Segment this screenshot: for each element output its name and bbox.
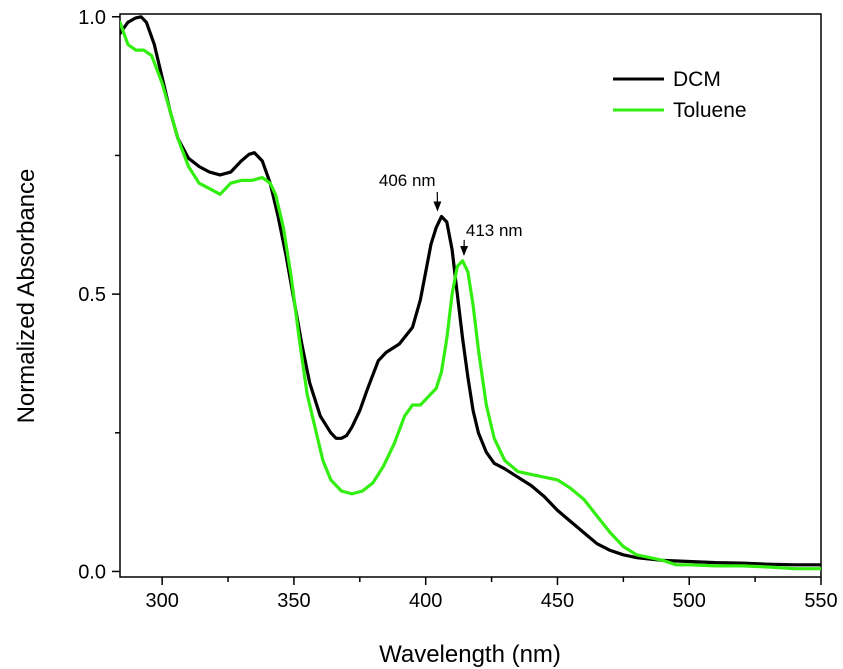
- y-axis-tick-labels: 0.0 0.5 1.0: [78, 7, 106, 584]
- x-tick-label: 500: [673, 590, 706, 612]
- peak-annotation-label: 413 nm: [466, 221, 523, 240]
- y-tick-label: 0.0: [78, 561, 106, 583]
- x-tick-label: 550: [804, 590, 837, 612]
- x-tick-label: 350: [277, 590, 310, 612]
- x-tick-label: 450: [541, 590, 574, 612]
- y-tick-label: 1.0: [78, 7, 106, 29]
- x-axis-ticks: [161, 577, 822, 585]
- series-line-toluene: [120, 20, 821, 571]
- y-tick-label: 0.5: [78, 284, 106, 306]
- series-line-dcm: [120, 15, 821, 567]
- x-tick-label: 300: [145, 590, 178, 612]
- y-axis-title: Normalized Absorbance: [13, 169, 40, 424]
- legend: DCM Toluene: [613, 68, 747, 122]
- legend-label-toluene: Toluene: [673, 99, 747, 122]
- plot-frame: [119, 13, 822, 578]
- x-axis-tick-labels: 300 350 400 450 500 550: [145, 590, 837, 612]
- x-tick-label: 400: [409, 590, 442, 612]
- x-axis-title: Wavelength (nm): [379, 641, 561, 668]
- legend-label-dcm: DCM: [673, 68, 721, 91]
- y-axis-ticks: [112, 16, 120, 573]
- series-group: [120, 15, 821, 571]
- annotations: 406 nm 413 nm: [379, 171, 523, 256]
- peak-annotation-label: 406 nm: [379, 171, 436, 190]
